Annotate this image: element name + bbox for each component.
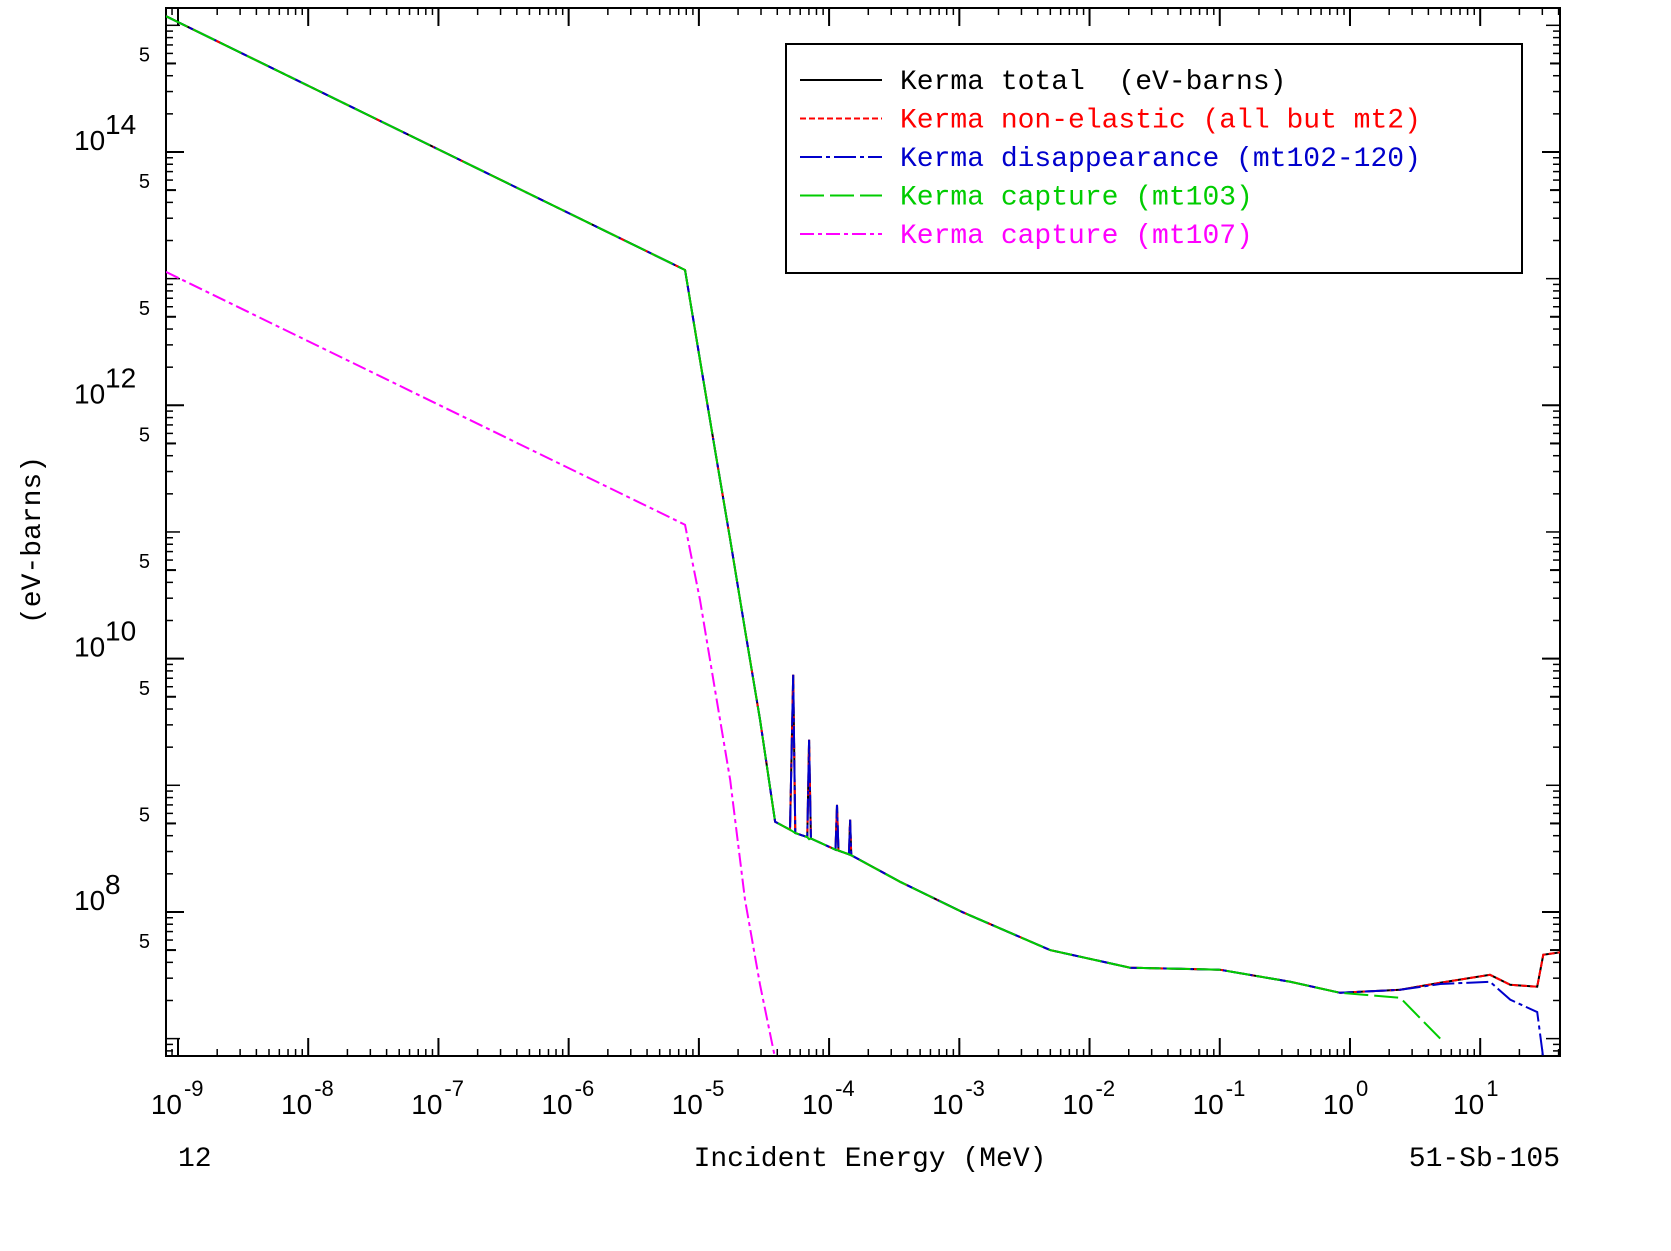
y-tick-label: 10 bbox=[74, 885, 105, 916]
y-tick-label: 10 bbox=[74, 632, 105, 663]
x-axis-label: Incident Energy (MeV) bbox=[694, 1144, 1047, 1175]
x-tick-label: 10 bbox=[1453, 1089, 1484, 1120]
legend-label: Kerma capture (mt107) bbox=[900, 221, 1253, 252]
legend-label: Kerma non-elastic (all but mt2) bbox=[900, 106, 1421, 137]
x-tick-exponent: -8 bbox=[314, 1076, 334, 1101]
y-tick-exponent: 10 bbox=[105, 616, 136, 647]
y-tick-label: 10 bbox=[74, 125, 105, 156]
x-tick-label: 10 bbox=[541, 1089, 572, 1120]
y-tick-label: 5 bbox=[139, 804, 150, 826]
x-tick-label: 10 bbox=[411, 1089, 442, 1120]
x-tick-label: 10 bbox=[672, 1089, 703, 1120]
legend-label: Kerma capture (mt103) bbox=[900, 183, 1253, 214]
y-tick-exponent: 12 bbox=[105, 362, 136, 393]
x-tick-exponent: -5 bbox=[705, 1076, 725, 1101]
corner-label: 51-Sb-105 bbox=[1409, 1144, 1560, 1175]
x-tick-exponent: -7 bbox=[444, 1076, 464, 1101]
x-tick-exponent: -9 bbox=[184, 1076, 204, 1101]
y-tick-label: 5 bbox=[139, 424, 150, 446]
x-tick-label: 10 bbox=[802, 1089, 833, 1120]
x-tick-label: 10 bbox=[1193, 1089, 1224, 1120]
y-tick-label: 5 bbox=[139, 931, 150, 953]
x-tick-label: 10 bbox=[151, 1089, 182, 1120]
x-tick-exponent: -6 bbox=[575, 1076, 595, 1101]
y-tick-label: 5 bbox=[139, 44, 150, 66]
y-tick-label: 5 bbox=[139, 551, 150, 573]
corner-label: 12 bbox=[178, 1144, 212, 1175]
legend-label: Kerma total (eV-barns) bbox=[900, 67, 1286, 98]
y-tick-label: 5 bbox=[139, 171, 150, 193]
x-tick-exponent: 0 bbox=[1356, 1076, 1368, 1101]
legend-box bbox=[785, 43, 1523, 274]
x-tick-label: 10 bbox=[281, 1089, 312, 1120]
y-tick-label: 5 bbox=[139, 678, 150, 700]
x-tick-label: 10 bbox=[1062, 1089, 1093, 1120]
y-tick-exponent: 14 bbox=[105, 109, 136, 140]
series-line bbox=[166, 15, 1544, 1056]
y-tick-exponent: 8 bbox=[105, 869, 121, 900]
series-line bbox=[166, 15, 1441, 1040]
x-tick-exponent: -2 bbox=[1096, 1076, 1116, 1101]
legend-label: Kerma disappearance (mt102-120) bbox=[900, 144, 1421, 175]
y-axis-label: (eV-barns) bbox=[18, 456, 49, 624]
series-line bbox=[166, 271, 776, 1056]
x-tick-label: 10 bbox=[1323, 1089, 1354, 1120]
x-tick-exponent: -4 bbox=[835, 1076, 855, 1101]
y-tick-label: 10 bbox=[74, 378, 105, 409]
x-tick-exponent: 1 bbox=[1486, 1076, 1498, 1101]
x-tick-exponent: -1 bbox=[1226, 1076, 1246, 1101]
y-tick-label: 5 bbox=[139, 298, 150, 320]
plot-area bbox=[166, 15, 1560, 1056]
x-tick-label: 10 bbox=[932, 1089, 963, 1120]
x-tick-exponent: -3 bbox=[965, 1076, 985, 1101]
